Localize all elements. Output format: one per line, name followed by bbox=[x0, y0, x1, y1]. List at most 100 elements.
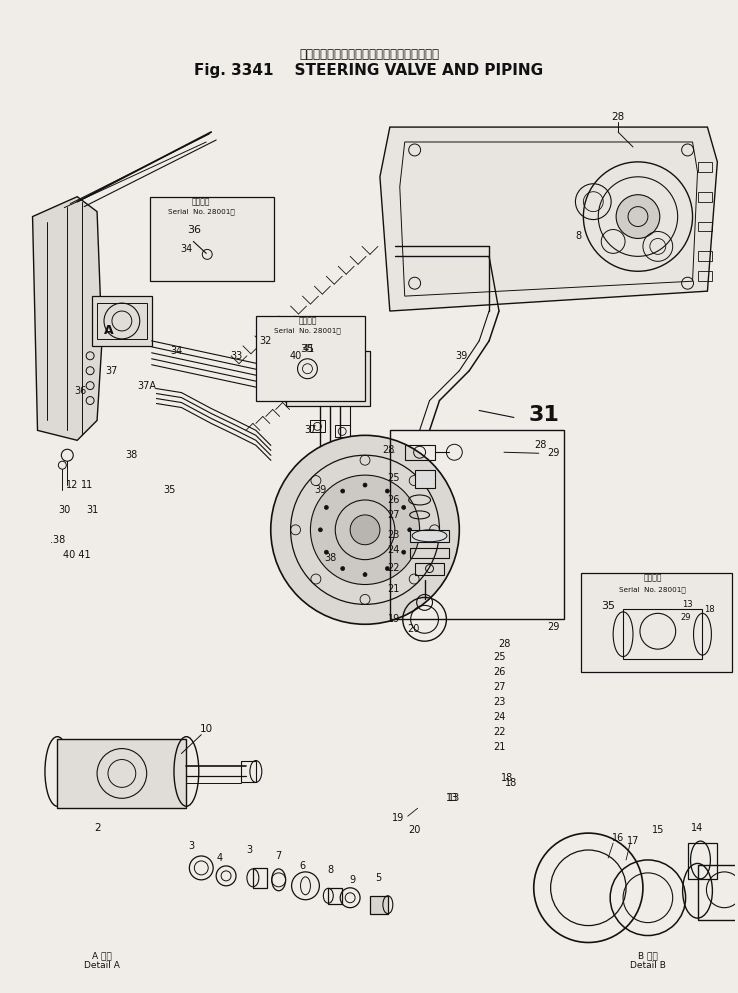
Circle shape bbox=[385, 490, 390, 494]
Bar bbox=[370, 896, 388, 914]
Text: 37: 37 bbox=[106, 365, 118, 375]
Bar bbox=[291, 357, 365, 399]
Bar bbox=[97, 303, 147, 339]
Text: 24: 24 bbox=[493, 712, 506, 722]
Polygon shape bbox=[380, 127, 717, 311]
Text: Serial  No. 28001～: Serial No. 28001～ bbox=[619, 586, 686, 593]
Circle shape bbox=[341, 490, 345, 494]
Text: 27: 27 bbox=[387, 509, 400, 520]
Bar bbox=[697, 271, 712, 281]
Bar bbox=[582, 573, 732, 672]
Text: 34: 34 bbox=[170, 346, 182, 355]
Text: .38: .38 bbox=[49, 535, 65, 545]
Text: 25: 25 bbox=[387, 473, 400, 484]
Text: 4: 4 bbox=[216, 853, 222, 863]
Text: 20: 20 bbox=[407, 625, 420, 635]
Text: 23: 23 bbox=[387, 530, 400, 540]
Bar bbox=[335, 425, 350, 437]
Text: 35: 35 bbox=[300, 344, 314, 354]
Text: 17: 17 bbox=[627, 836, 639, 846]
Bar bbox=[404, 445, 435, 460]
Text: 33: 33 bbox=[230, 351, 242, 360]
Circle shape bbox=[385, 567, 390, 571]
Bar bbox=[697, 162, 712, 172]
Text: 15: 15 bbox=[652, 825, 664, 835]
Text: —: — bbox=[387, 449, 395, 455]
Text: 8: 8 bbox=[576, 231, 582, 241]
Text: 28: 28 bbox=[382, 445, 395, 455]
Text: 41: 41 bbox=[303, 344, 314, 354]
Text: 8: 8 bbox=[327, 865, 334, 875]
Text: 29: 29 bbox=[548, 623, 560, 633]
Text: 13: 13 bbox=[446, 793, 458, 803]
Bar bbox=[253, 868, 266, 888]
Bar bbox=[92, 296, 151, 346]
Text: 21: 21 bbox=[493, 742, 506, 752]
Circle shape bbox=[318, 528, 323, 532]
Text: Detail B: Detail B bbox=[630, 961, 666, 970]
Text: 40: 40 bbox=[289, 351, 302, 360]
Bar bbox=[688, 843, 717, 879]
Text: 26: 26 bbox=[493, 667, 506, 677]
Circle shape bbox=[363, 483, 367, 487]
Bar bbox=[58, 739, 187, 808]
Text: 18: 18 bbox=[501, 774, 513, 783]
Text: 14: 14 bbox=[692, 823, 703, 833]
Text: 25: 25 bbox=[493, 652, 506, 662]
Circle shape bbox=[363, 573, 367, 577]
Bar bbox=[410, 548, 449, 558]
Text: 22: 22 bbox=[493, 727, 506, 737]
Text: A: A bbox=[104, 325, 114, 338]
Circle shape bbox=[271, 435, 459, 625]
Circle shape bbox=[325, 505, 328, 509]
Bar bbox=[415, 470, 435, 488]
Text: 37A: 37A bbox=[137, 380, 156, 390]
Bar bbox=[390, 430, 564, 620]
Bar bbox=[697, 221, 712, 231]
Text: 39: 39 bbox=[314, 485, 326, 496]
Text: 13: 13 bbox=[448, 793, 461, 803]
Text: 9: 9 bbox=[349, 875, 355, 885]
Text: 39: 39 bbox=[455, 351, 467, 360]
Text: 19: 19 bbox=[392, 813, 404, 823]
Text: 29: 29 bbox=[548, 448, 560, 458]
Text: 21: 21 bbox=[387, 585, 400, 595]
Circle shape bbox=[401, 505, 406, 509]
Text: 19: 19 bbox=[387, 615, 400, 625]
Bar bbox=[697, 865, 738, 920]
Bar bbox=[256, 316, 365, 400]
Text: 20: 20 bbox=[408, 825, 421, 835]
Text: 26: 26 bbox=[387, 495, 400, 505]
Polygon shape bbox=[32, 197, 102, 440]
Text: 適用号簸: 適用号簸 bbox=[644, 573, 662, 582]
Text: Fig. 3341    STEERING VALVE AND PIPING: Fig. 3341 STEERING VALVE AND PIPING bbox=[194, 63, 544, 77]
Bar bbox=[415, 563, 444, 575]
Text: 13: 13 bbox=[682, 600, 693, 609]
Text: 38: 38 bbox=[125, 450, 138, 460]
Text: 2: 2 bbox=[94, 823, 100, 833]
Text: 38: 38 bbox=[324, 553, 337, 563]
Text: 40 41: 40 41 bbox=[63, 550, 91, 560]
Text: 18: 18 bbox=[704, 605, 714, 614]
Text: 34: 34 bbox=[180, 244, 193, 254]
Text: 10: 10 bbox=[200, 724, 213, 734]
Text: 28: 28 bbox=[612, 112, 625, 122]
Bar bbox=[150, 197, 274, 281]
Text: 7: 7 bbox=[275, 851, 282, 861]
Text: 23: 23 bbox=[493, 697, 506, 707]
Text: 37: 37 bbox=[304, 425, 317, 435]
Text: 35: 35 bbox=[601, 602, 615, 612]
Text: B 詳細: B 詳細 bbox=[638, 951, 658, 960]
Text: 24: 24 bbox=[387, 545, 400, 555]
Text: 18: 18 bbox=[505, 779, 517, 788]
Circle shape bbox=[401, 550, 406, 554]
Text: 適用号簸: 適用号簸 bbox=[298, 317, 317, 326]
Text: 31: 31 bbox=[528, 405, 559, 425]
Circle shape bbox=[616, 195, 660, 238]
Text: 12: 12 bbox=[66, 480, 78, 491]
Bar bbox=[311, 420, 325, 432]
Text: 31: 31 bbox=[86, 504, 98, 515]
Text: 22: 22 bbox=[387, 563, 400, 573]
Circle shape bbox=[341, 567, 345, 571]
Text: Serial  No. 28001～: Serial No. 28001～ bbox=[168, 209, 235, 214]
